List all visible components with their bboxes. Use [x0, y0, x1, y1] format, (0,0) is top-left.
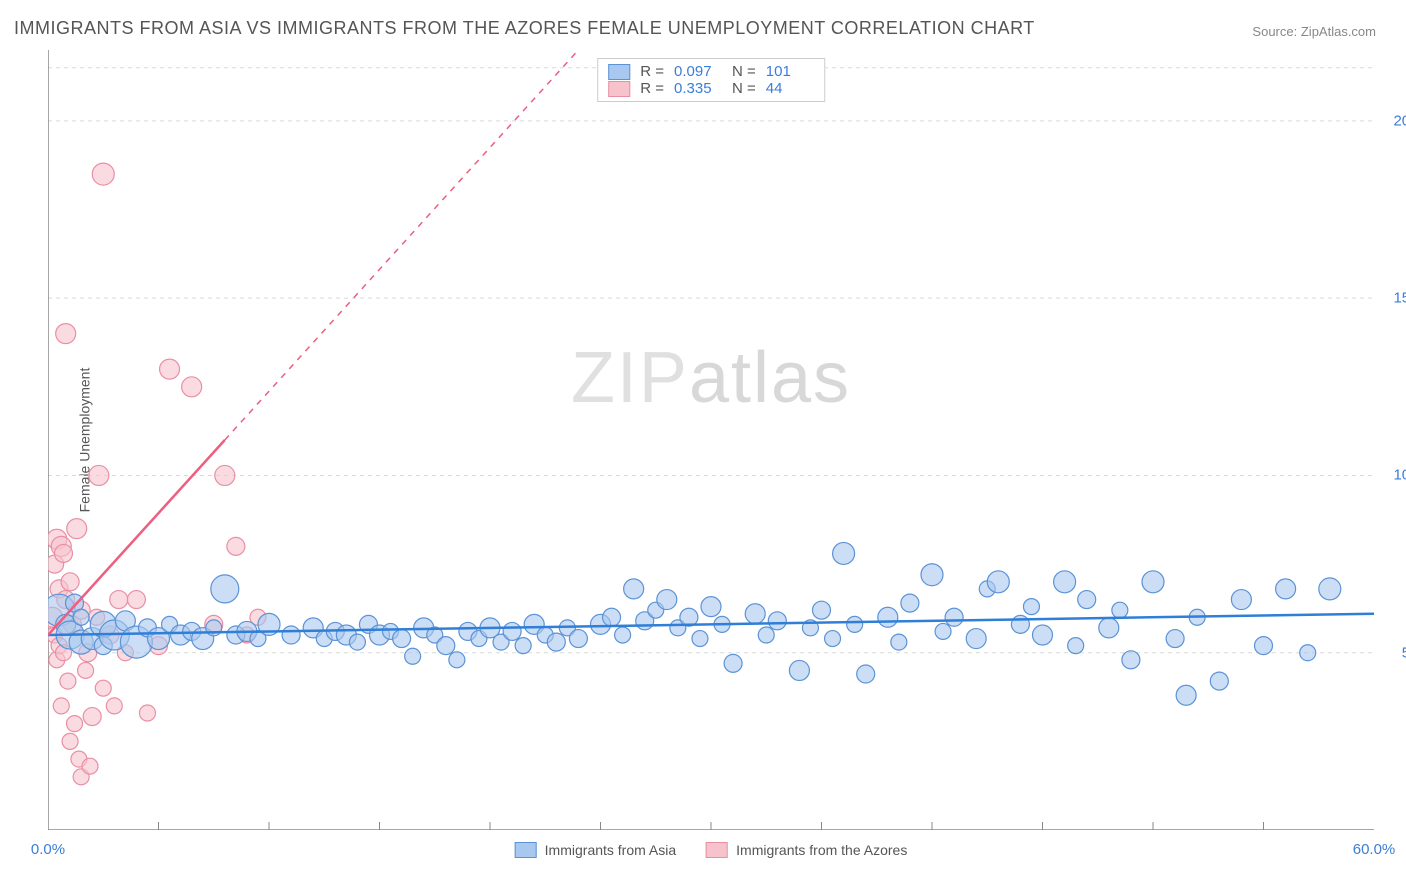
- source-value: ZipAtlas.com: [1301, 24, 1376, 39]
- y-tick-label: 5.0%: [1402, 644, 1406, 661]
- chart-area: Female Unemployment ZIPatlas R = 0.097 N…: [48, 50, 1374, 830]
- stat-row-blue: R = 0.097 N = 101: [608, 63, 814, 80]
- x-tick-label: 60.0%: [1353, 841, 1396, 858]
- x-tick-label: 0.0%: [31, 841, 65, 858]
- r-value-blue: 0.097: [674, 63, 722, 80]
- y-tick-label: 20.0%: [1393, 112, 1406, 129]
- n-label: N =: [732, 63, 756, 80]
- r-label: R =: [640, 80, 664, 97]
- scatter-plot-svg: [48, 50, 1374, 830]
- stat-row-pink: R = 0.335 N = 44: [608, 80, 814, 97]
- legend-label-blue: Immigrants from Asia: [545, 842, 676, 858]
- y-tick-label: 10.0%: [1393, 467, 1406, 484]
- statistics-legend: R = 0.097 N = 101 R = 0.335 N = 44: [597, 58, 825, 102]
- n-value-blue: 101: [766, 63, 814, 80]
- chart-title: IMMIGRANTS FROM ASIA VS IMMIGRANTS FROM …: [14, 18, 1035, 39]
- swatch-blue: [608, 64, 630, 80]
- n-label: N =: [732, 80, 756, 97]
- source-label: Source:: [1252, 24, 1297, 39]
- n-value-pink: 44: [766, 80, 814, 97]
- r-value-pink: 0.335: [674, 80, 722, 97]
- bottom-legend: Immigrants from Asia Immigrants from the…: [515, 842, 908, 858]
- legend-label-pink: Immigrants from the Azores: [736, 842, 907, 858]
- y-tick-label: 15.0%: [1393, 290, 1406, 307]
- r-label: R =: [640, 63, 664, 80]
- legend-item-pink: Immigrants from the Azores: [706, 842, 907, 858]
- source-attribution: Source: ZipAtlas.com: [1252, 24, 1376, 39]
- legend-item-blue: Immigrants from Asia: [515, 842, 676, 858]
- swatch-pink-icon: [706, 842, 728, 858]
- swatch-blue-icon: [515, 842, 537, 858]
- swatch-pink: [608, 81, 630, 97]
